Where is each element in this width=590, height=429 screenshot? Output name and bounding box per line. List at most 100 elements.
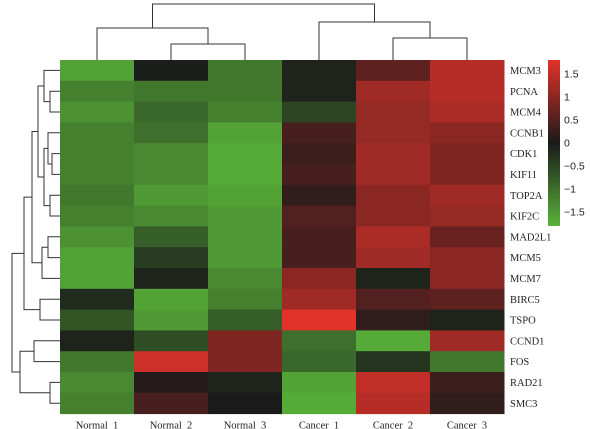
heatmap-cell-pcna-cancer_3	[430, 80, 505, 103]
heatmap-cell-top2a-normal_3	[208, 184, 283, 207]
heatmap-cell-kif2c-cancer_3	[430, 205, 505, 227]
heatmap-cell-mcm3-cancer_2	[356, 60, 431, 82]
row-dendro-upper	[37, 85, 44, 178]
heatmap-cell-birc5-normal_1	[60, 288, 135, 311]
heatmap-cell-top2a-cancer_1	[282, 184, 357, 207]
column-label-normal_1: Normal_1	[76, 421, 119, 429]
heatmap-cell-mcm3-cancer_3	[430, 60, 505, 82]
heatmap-cell-mcm5-cancer_1	[282, 247, 357, 269]
heatmap-cell-smc3-cancer_1	[282, 392, 357, 415]
heatmap-cell-rad21-normal_1	[60, 372, 135, 394]
heatmap-cell-ccnd1-normal_3	[208, 330, 283, 352]
heatmap-cell-kif2c-normal_3	[208, 205, 283, 227]
row-dendro-ccnb1	[47, 132, 60, 165]
heatmap-cell-kif11-normal_1	[60, 164, 135, 186]
heatmap-cell-mcm4-normal_3	[208, 101, 283, 123]
heatmap-cell-ccnd1-cancer_1	[282, 330, 357, 352]
heatmap-cell-rad21-normal_3	[208, 372, 283, 394]
column-label-normal_3: Normal_3	[224, 421, 267, 429]
row-dendro-mcm3	[43, 69, 60, 103]
heatmap-cell-fos-cancer_1	[282, 351, 357, 373]
dendrogram-link-cancer-group	[318, 21, 431, 60]
heatmap-cell-smc3-cancer_3	[430, 392, 505, 415]
heatmap-cell-ccnb1-normal_2	[134, 122, 209, 144]
row-label-smc3: SMC3	[510, 399, 537, 410]
heatmap-cell-birc5-cancer_3	[430, 288, 505, 311]
heatmap-cell-tspo-cancer_3	[430, 309, 505, 331]
heatmap-cell-cdk1-normal_1	[60, 143, 135, 165]
heatmap-cell-kif2c-normal_1	[60, 205, 135, 227]
heatmap-cell-ccnb1-cancer_1	[282, 122, 357, 144]
row-dendro-pcna-mcm4	[49, 90, 60, 113]
heatmap-cell-birc5-cancer_2	[356, 288, 431, 311]
heatmap-cell-mcm7-normal_2	[134, 268, 209, 290]
heatmap-cell-smc3-normal_1	[60, 392, 135, 415]
column-label-cancer_2: Cancer_2	[373, 421, 413, 429]
row-dendro-cluster-a	[31, 131, 42, 264]
color-scale-tick-neg1: −1	[564, 184, 576, 196]
color-scale-tick-0: 0	[564, 138, 570, 150]
row-label-mcm3: MCM3	[510, 66, 541, 77]
heatmap-cell-ccnd1-cancer_2	[356, 330, 431, 352]
row-label-mad2l1: MAD2L1	[510, 232, 551, 243]
row-dendro-cdk1-kif11	[51, 153, 60, 175]
heatmap-cell-pcna-cancer_1	[282, 80, 357, 103]
heatmap-cell-cdk1-cancer_2	[356, 143, 431, 165]
heatmap-cell-kif2c-cancer_2	[356, 205, 431, 227]
row-dendro-cluster-c	[19, 350, 50, 394]
heatmap-cell-top2a-normal_1	[60, 184, 135, 207]
heatmap-cell-ccnd1-normal_2	[134, 330, 209, 352]
heatmap-cell-rad21-cancer_3	[430, 372, 505, 394]
row-dendro-mcm7	[41, 246, 60, 279]
heatmap-cell-fos-cancer_3	[430, 351, 505, 373]
heatmap-cell-fos-normal_1	[60, 351, 135, 373]
heatmap-cell-tspo-cancer_1	[282, 309, 357, 331]
row-dendro-mid-block	[43, 147, 50, 207]
heatmap-cell-mcm7-cancer_3	[430, 268, 505, 290]
heatmap-cell-mcm7-normal_3	[208, 268, 283, 290]
heatmap-cell-mcm5-cancer_2	[356, 247, 431, 269]
heatmap-cell-pcna-normal_1	[60, 80, 135, 103]
heatmap-cell-mcm4-normal_1	[60, 101, 135, 123]
color-scale-tick-0p5: 0.5	[564, 114, 579, 126]
heatmap-cell-mcm3-cancer_1	[282, 60, 357, 82]
row-dendro-rad21-smc3	[49, 381, 60, 404]
heatmap-cell-tspo-normal_1	[60, 309, 135, 331]
row-labels: MCM3 PCNA MCM4 CCNB1 CDK1 KIF11 TOP2A KIF2C MAD2…	[510, 66, 551, 410]
heatmap-cell-tspo-normal_3	[208, 309, 283, 331]
heatmap-cell-mad2l1-cancer_1	[282, 226, 357, 248]
heatmap-cell-smc3-normal_3	[208, 392, 283, 415]
heatmap-cell-pcna-normal_2	[134, 80, 209, 103]
row-label-cdk1: CDK1	[510, 149, 537, 160]
color-scale-bar	[548, 60, 560, 226]
heatmap-cell-smc3-cancer_2	[356, 392, 431, 415]
row-dendro-birc5-tspo	[39, 298, 60, 321]
row-label-fos: FOS	[510, 357, 529, 368]
color-scale-legend: 1.5 1 0.5 0 −0.5 −1 −1.5	[548, 60, 585, 226]
row-label-mcm7: MCM7	[510, 274, 541, 285]
color-scale-tick-1: 1	[564, 91, 570, 103]
heatmap-cell-fos-normal_3	[208, 351, 283, 373]
heatmap-cell-tspo-cancer_2	[356, 309, 431, 331]
heatmap-cell-kif2c-cancer_1	[282, 205, 357, 227]
heatmap-cell-birc5-normal_3	[208, 288, 283, 311]
heatmap-cell-mcm3-normal_3	[208, 60, 283, 82]
row-label-mcm5: MCM5	[510, 253, 541, 264]
heatmap-cell-ccnb1-normal_1	[60, 122, 135, 144]
dendrogram-link-cancer-2-3	[392, 37, 468, 60]
heatmap-cell-mcm5-cancer_3	[430, 247, 505, 269]
row-label-ccnd1: CCND1	[510, 336, 544, 347]
column-labels: Normal_1 Normal_2 Normal_3 Cancer_1 Cancer_2…	[76, 421, 487, 429]
row-label-kif11: KIF11	[510, 170, 537, 181]
heatmap-cell-mcm4-normal_2	[134, 101, 209, 123]
heatmap-cell-top2a-cancer_3	[430, 184, 505, 207]
column-label-cancer_3: Cancer_3	[447, 421, 487, 429]
heatmap-cell-kif11-normal_3	[208, 164, 283, 186]
column-label-cancer_1: Cancer_1	[299, 421, 339, 429]
row-dendro-ccnd1-fos	[33, 340, 60, 363]
heatmap-cell-ccnb1-normal_3	[208, 122, 283, 144]
row-label-birc5: BIRC5	[510, 295, 540, 306]
heatmap-cell-kif2c-normal_2	[134, 205, 209, 227]
heatmap-cell-mad2l1-normal_3	[208, 226, 283, 248]
row-dendro-mad2l1-mcm5	[47, 236, 60, 259]
